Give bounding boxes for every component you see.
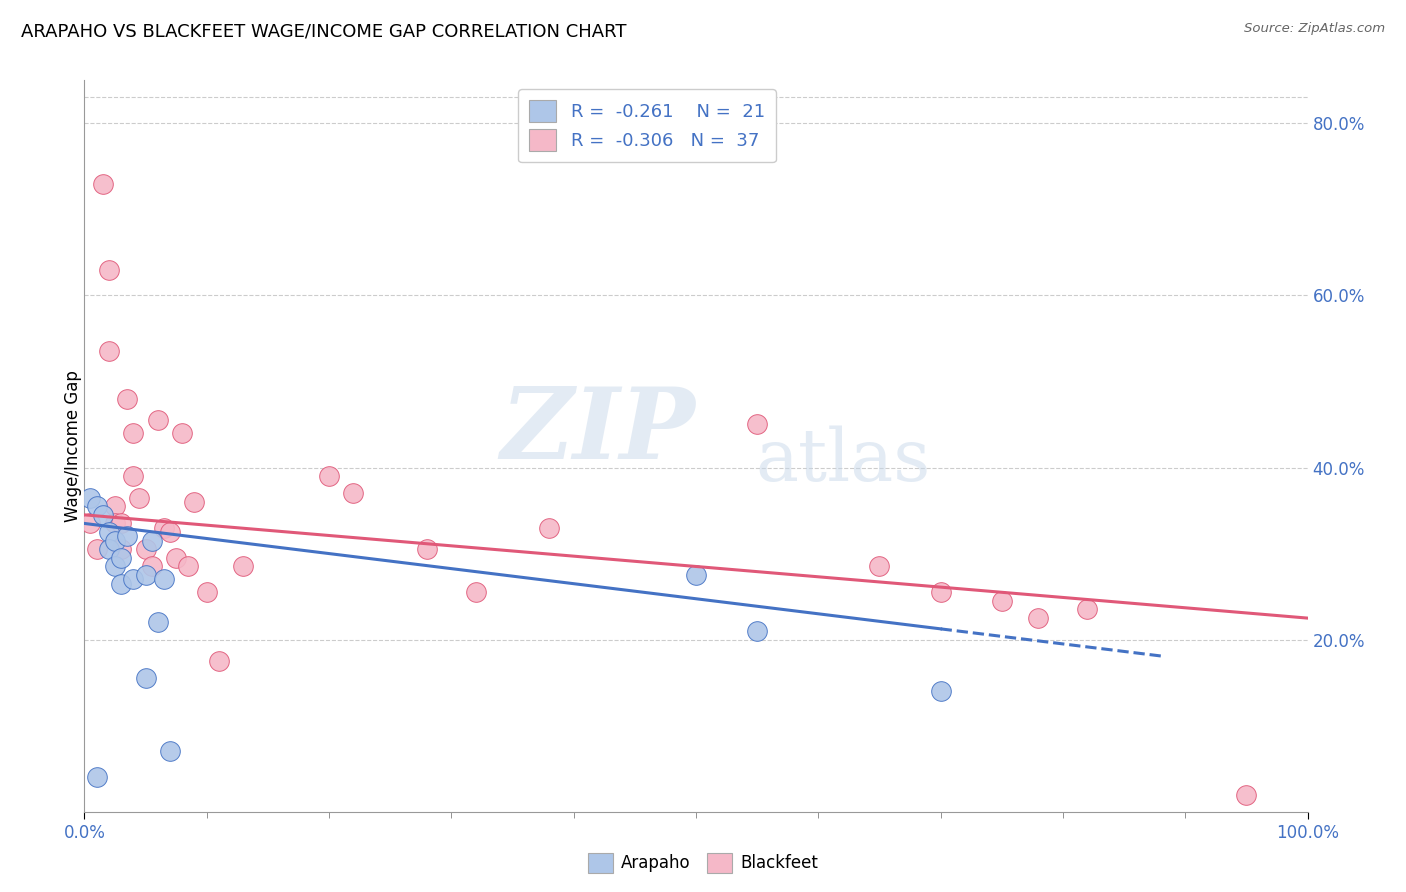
Point: [110, 516, 132, 531]
Point: [538, 521, 561, 535]
Text: ZIP: ZIP: [501, 384, 696, 480]
Point: [110, 550, 132, 565]
Point: [86, 542, 108, 557]
Point: [416, 542, 439, 557]
Point: [86, 770, 108, 784]
Point: [141, 559, 163, 574]
Point: [97, 344, 120, 359]
Point: [91, 508, 114, 522]
Point: [165, 550, 187, 565]
Point: [79, 516, 101, 531]
Point: [104, 533, 127, 548]
Point: [135, 671, 157, 685]
Point: [122, 426, 145, 441]
Point: [464, 585, 486, 599]
Point: [1236, 788, 1258, 802]
Y-axis label: Wage/Income Gap: Wage/Income Gap: [65, 370, 82, 522]
Point: [97, 524, 120, 539]
Point: [159, 524, 181, 539]
Point: [153, 573, 176, 587]
Text: atlas: atlas: [755, 425, 931, 496]
Text: ARAPAHO VS BLACKFEET WAGE/INCOME GAP CORRELATION CHART: ARAPAHO VS BLACKFEET WAGE/INCOME GAP COR…: [21, 22, 627, 40]
Point: [122, 573, 145, 587]
Point: [104, 559, 127, 574]
Point: [122, 469, 145, 483]
Point: [146, 413, 169, 427]
Point: [929, 585, 952, 599]
Point: [1028, 611, 1050, 625]
Point: [1076, 602, 1098, 616]
Point: [104, 516, 127, 531]
Point: [747, 624, 769, 638]
Legend: Arapaho, Blackfeet: Arapaho, Blackfeet: [581, 847, 825, 880]
Point: [110, 542, 132, 557]
Point: [208, 654, 231, 668]
Point: [79, 491, 101, 505]
Point: [141, 533, 163, 548]
Point: [177, 559, 200, 574]
Point: [869, 559, 891, 574]
Point: [318, 469, 340, 483]
Point: [115, 529, 138, 543]
Point: [135, 568, 157, 582]
Point: [128, 491, 150, 505]
Point: [91, 177, 114, 191]
Point: [991, 594, 1014, 608]
Point: [86, 500, 108, 514]
Point: [342, 486, 364, 500]
Point: [232, 559, 254, 574]
Point: [929, 684, 952, 698]
Point: [97, 542, 120, 557]
Legend: R =  -0.261    N =  21, R =  -0.306   N =  37: R = -0.261 N = 21, R = -0.306 N = 37: [519, 89, 776, 162]
Point: [195, 585, 218, 599]
Point: [110, 576, 132, 591]
Point: [146, 615, 169, 630]
Point: [153, 521, 176, 535]
Point: [183, 495, 205, 509]
Point: [135, 542, 157, 557]
Point: [104, 500, 127, 514]
Point: [685, 568, 707, 582]
Point: [159, 744, 181, 758]
Text: Source: ZipAtlas.com: Source: ZipAtlas.com: [1244, 22, 1385, 36]
Point: [172, 426, 194, 441]
Point: [115, 392, 138, 406]
Point: [97, 262, 120, 277]
Point: [747, 417, 769, 432]
